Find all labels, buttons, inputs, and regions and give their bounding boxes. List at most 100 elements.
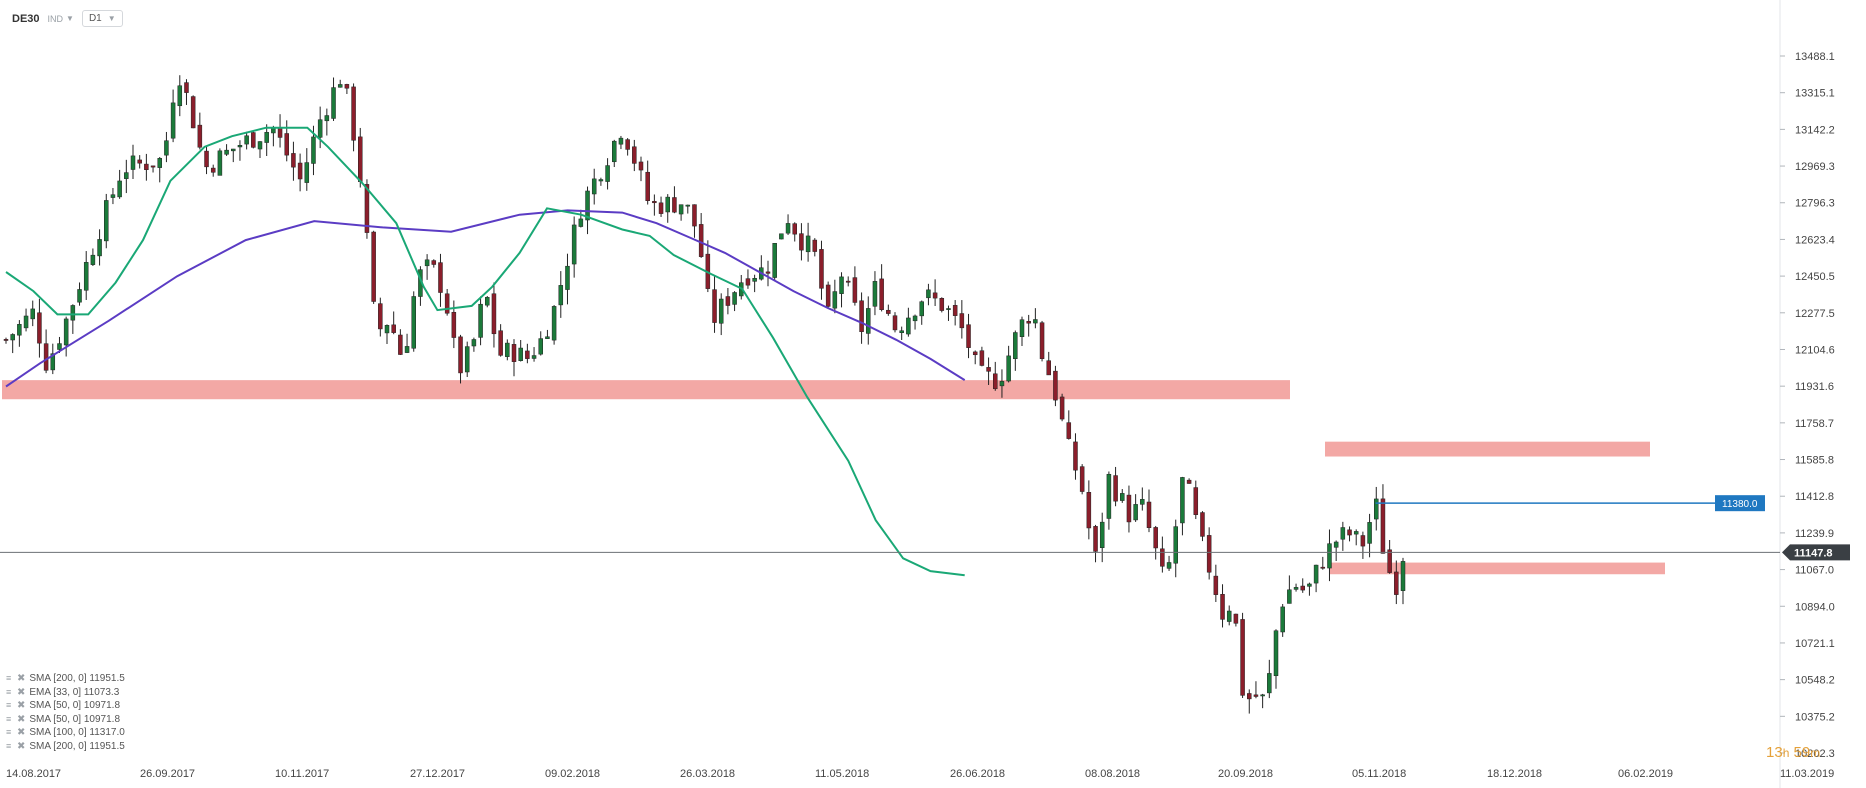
- bull-candle: [685, 204, 691, 207]
- bull-candle: [1260, 694, 1265, 697]
- close-icon[interactable]: ✖: [17, 700, 26, 712]
- bear-candle: [1186, 479, 1192, 484]
- bull-candle: [311, 136, 316, 164]
- bull-candle: [117, 180, 122, 198]
- instrument-type[interactable]: IND ▼: [48, 14, 74, 24]
- bear-candle: [1073, 441, 1078, 471]
- close-icon[interactable]: ✖: [17, 686, 26, 698]
- bull-candle: [1019, 319, 1025, 337]
- bear-candle: [371, 231, 376, 302]
- menu-icon[interactable]: ≡: [6, 740, 12, 751]
- bull-candle: [1340, 527, 1346, 540]
- indicator-row[interactable]: ≡ ✖ SMA [200, 0] 11951.5: [6, 740, 125, 754]
- bull-candle: [331, 87, 336, 119]
- bear-candle: [1026, 321, 1031, 324]
- bull-candle: [104, 200, 109, 242]
- bull-candle: [317, 119, 323, 138]
- x-tick-label: 11.05.2018: [815, 768, 869, 780]
- bear-candle: [1300, 585, 1305, 591]
- price-axis[interactable]: 13488.1 13315.1 13142.2 12969.3 12796.3 12623…: [1779, 0, 1835, 788]
- symbol-name[interactable]: DE30: [12, 12, 40, 25]
- bear-candle: [725, 296, 731, 306]
- bull-candle: [124, 172, 129, 179]
- bull-candle: [785, 223, 791, 234]
- bear-candle: [993, 373, 998, 390]
- bull-candle: [805, 235, 811, 253]
- indicator-row[interactable]: ≡ ✖ SMA [50, 0] 10971.8: [6, 699, 125, 713]
- x-tick-label: 26.06.2018: [950, 768, 1005, 780]
- menu-icon[interactable]: ≡: [6, 727, 12, 738]
- bull-candle: [906, 317, 911, 335]
- bull-candle: [244, 135, 249, 145]
- bear-candle: [1046, 360, 1051, 376]
- indicator-label: SMA [50, 0] 10971.8: [29, 700, 121, 712]
- bull-candle: [424, 259, 430, 267]
- bull-candle: [772, 243, 777, 278]
- bear-candle: [438, 262, 443, 293]
- bull-candle: [23, 315, 29, 329]
- close-icon[interactable]: ✖: [17, 673, 26, 684]
- menu-icon[interactable]: ≡: [6, 700, 12, 711]
- y-tick-label: 12623.4: [1795, 234, 1835, 246]
- timeframe-label: D1: [88, 13, 102, 24]
- y-tick-label: 10721.1: [1795, 638, 1835, 650]
- indicator-row[interactable]: ≡ ✖ EMA [33, 0] 11073.3: [6, 686, 125, 700]
- bull-candle: [471, 339, 477, 347]
- bull-candle: [665, 196, 670, 213]
- candle-countdown: 13h 59m: [1766, 744, 1820, 761]
- bear-candle: [210, 167, 216, 173]
- bull-candle: [177, 85, 183, 107]
- bear-candle: [638, 161, 644, 171]
- bull-candle: [1180, 477, 1185, 524]
- y-tick-label: 12969.3: [1795, 161, 1835, 173]
- close-icon[interactable]: ✖: [17, 727, 26, 739]
- bull-candle: [1313, 564, 1319, 584]
- timeframe-select[interactable]: D1 ▼: [81, 10, 123, 27]
- bull-candle: [1333, 541, 1339, 548]
- bull-candle: [926, 289, 931, 299]
- bear-candle: [197, 124, 203, 148]
- current-price-label: 11147.8: [1794, 547, 1833, 559]
- indicator-legend: ≡ ✖ SMA [200, 0] 11951.5 ≡ ✖ EMA [33, 0] 110…: [6, 672, 125, 754]
- bear-candle: [378, 303, 383, 330]
- bull-candle: [264, 132, 269, 143]
- bear-candle: [645, 171, 650, 201]
- bull-candle: [946, 308, 951, 310]
- bull-candle: [912, 315, 918, 322]
- bull-candle: [1353, 531, 1359, 535]
- menu-icon[interactable]: ≡: [6, 713, 12, 724]
- bull-candle: [217, 150, 223, 176]
- bear-candle: [1053, 370, 1058, 401]
- menu-icon[interactable]: ≡: [6, 673, 12, 683]
- bear-candle: [1126, 494, 1132, 523]
- indicator-row[interactable]: ≡ ✖ SMA [200, 0] 11951.5: [6, 672, 125, 686]
- bull-candle: [505, 342, 510, 357]
- bear-candle: [1066, 422, 1072, 439]
- bull-candle: [70, 305, 76, 321]
- indicator-row[interactable]: ≡ ✖ SMA [50, 0] 10971.8: [6, 713, 125, 727]
- bull-candle: [551, 306, 557, 341]
- bull-candle: [157, 158, 162, 168]
- bear-candle: [1380, 498, 1386, 554]
- bear-candle: [1240, 619, 1245, 696]
- bull-candle: [1267, 673, 1272, 694]
- menu-icon[interactable]: ≡: [6, 686, 12, 697]
- close-icon[interactable]: ✖: [17, 740, 26, 752]
- bull-candle: [478, 303, 483, 338]
- bull-candle: [999, 381, 1005, 387]
- bull-candle: [50, 353, 56, 371]
- bull-candle: [97, 239, 102, 257]
- bear-candle: [1086, 492, 1092, 529]
- indicator-row[interactable]: ≡ ✖ SMA [100, 0] 11317.0: [6, 726, 125, 740]
- bear-candle: [765, 271, 771, 274]
- bear-candle: [1200, 512, 1205, 537]
- x-tick-label: 20.09.2018: [1218, 768, 1273, 780]
- bull-candle: [231, 148, 236, 152]
- bull-candle: [10, 334, 15, 341]
- time-axis[interactable]: 14.08.2017 26.09.2017 10.11.2017 27.12.2017…: [6, 768, 1834, 780]
- close-icon[interactable]: ✖: [17, 713, 26, 725]
- bear-candle: [1347, 529, 1352, 536]
- bull-candle: [57, 343, 62, 350]
- bull-candle: [164, 140, 169, 156]
